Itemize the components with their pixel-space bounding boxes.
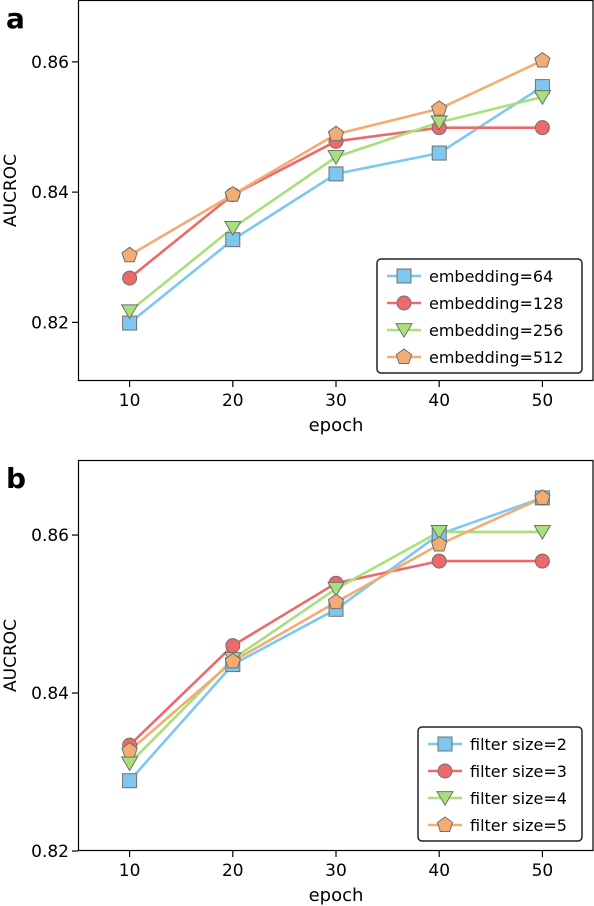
legend-box — [417, 726, 583, 842]
data-point-series-0 — [431, 145, 447, 161]
panel-label: a — [6, 2, 25, 35]
plot-frame — [77, 459, 594, 852]
data-point-series-1 — [431, 553, 447, 569]
data-point-series-2 — [327, 581, 345, 597]
data-point-series-3 — [327, 125, 345, 142]
data-point-series-1 — [122, 270, 138, 286]
legend-label: embedding=256 — [429, 321, 563, 340]
data-point-series-1 — [225, 638, 241, 654]
x-tick-label: 30 — [325, 861, 347, 881]
x-tick-label: 50 — [532, 861, 554, 881]
x-tick-label: 40 — [428, 861, 450, 881]
legend-marker — [437, 763, 453, 779]
legend-label: filter size=2 — [470, 735, 567, 754]
panel-a: a 10 20 30 40 50 0.82 0.84 0.86 epoch AUCROC embedd… — [1, 0, 594, 436]
y-tick-label: 0.82 — [31, 842, 69, 862]
data-point-series-1 — [534, 553, 550, 569]
y-tick-label: 0.84 — [31, 183, 69, 203]
x-axis-label: epoch — [309, 415, 364, 436]
x-tick-label: 50 — [532, 391, 554, 411]
data-point-series-3 — [327, 593, 345, 610]
data-point-series-2 — [223, 221, 242, 237]
x-tick-label: 20 — [222, 861, 244, 881]
legend-label: embedding=128 — [429, 294, 563, 313]
legend-marker — [437, 736, 453, 752]
y-axis-label: AUCROC — [1, 619, 21, 692]
data-point-series-0 — [122, 773, 138, 789]
data-point-series-2 — [533, 90, 552, 106]
legend-label: filter size=3 — [470, 762, 567, 781]
legend-label: embedding=64 — [429, 267, 553, 286]
data-point-series-3 — [534, 489, 551, 505]
data-point-series-0 — [328, 166, 344, 182]
legend-label: filter size=4 — [470, 789, 567, 808]
x-axis-label: epoch — [309, 885, 364, 906]
y-tick-label: 0.82 — [31, 313, 69, 333]
data-point-series-3 — [431, 100, 448, 116]
x-tick-label: 40 — [428, 391, 450, 411]
data-point-series-2 — [533, 524, 552, 541]
data-point-series-3 — [121, 246, 138, 263]
data-point-series-3 — [224, 186, 241, 202]
data-point-series-3 — [534, 51, 551, 68]
y-tick-label: 0.86 — [31, 526, 69, 546]
x-tick-label: 10 — [119, 391, 141, 411]
data-point-series-1 — [534, 120, 550, 136]
data-point-series-3 — [431, 535, 448, 552]
x-tick-label: 10 — [119, 861, 141, 881]
data-point-series-2 — [327, 150, 345, 166]
y-tick-label: 0.84 — [31, 684, 69, 704]
x-tick-label: 30 — [325, 391, 347, 411]
legend-marker — [395, 348, 413, 364]
legend-marker — [396, 268, 412, 284]
legend-marker — [436, 816, 454, 832]
data-point-series-2 — [430, 115, 449, 131]
panel-label: b — [6, 462, 26, 495]
data-point-series-2 — [120, 756, 139, 772]
panel-b: b 10 20 30 40 50 0.82 0.84 0.86 epoch AUCROC filter… — [1, 459, 594, 906]
data-point-series-3 — [224, 652, 241, 669]
legend-label: filter size=5 — [470, 816, 567, 835]
plot-frame — [77, 0, 594, 382]
legend-label: embedding=512 — [429, 348, 563, 367]
data-point-series-2 — [120, 304, 139, 320]
legend-marker — [396, 295, 412, 311]
legend: filter size=2 filter size=3 filter size=4 f… — [417, 726, 583, 842]
legend: embedding=64 embedding=128 embedding=256 em… — [376, 258, 583, 374]
legend-box — [376, 258, 583, 374]
x-tick-label: 20 — [222, 391, 244, 411]
legend-marker — [395, 323, 413, 339]
y-tick-label: 0.86 — [31, 53, 69, 73]
legend-marker — [436, 791, 454, 807]
data-point-series-3 — [121, 742, 138, 758]
data-point-series-2 — [430, 524, 449, 541]
y-axis-label: AUCROC — [1, 154, 21, 227]
